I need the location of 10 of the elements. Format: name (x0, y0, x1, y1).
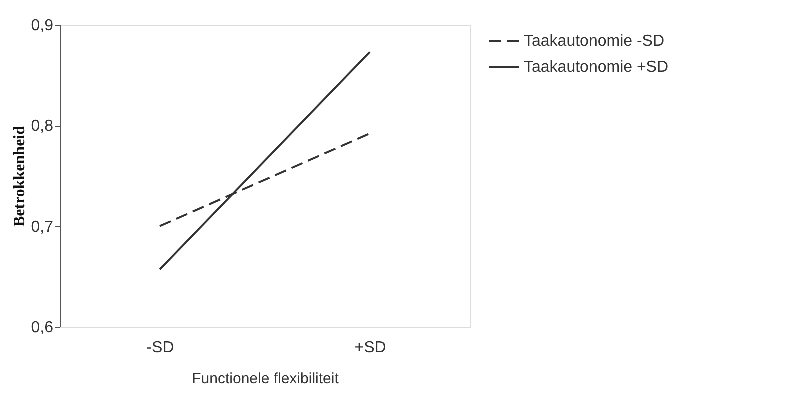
y-tick-label: 0,9 (31, 18, 54, 34)
y-tick-label: 0,6 (31, 320, 54, 336)
y-tick-label: 0,7 (31, 218, 54, 236)
y-axis-title: Betrokkenheid (11, 126, 28, 228)
x-axis-title: Functionele flexibiliteit (192, 370, 340, 388)
x-tick-label: +SD (354, 340, 386, 356)
y-tick-label: 0,8 (31, 118, 54, 136)
legend-label: Taakautonomie -SD (524, 33, 665, 50)
legend-label: Taakautonomie +SD (524, 59, 669, 76)
x-tick-label: -SD (146, 340, 174, 356)
